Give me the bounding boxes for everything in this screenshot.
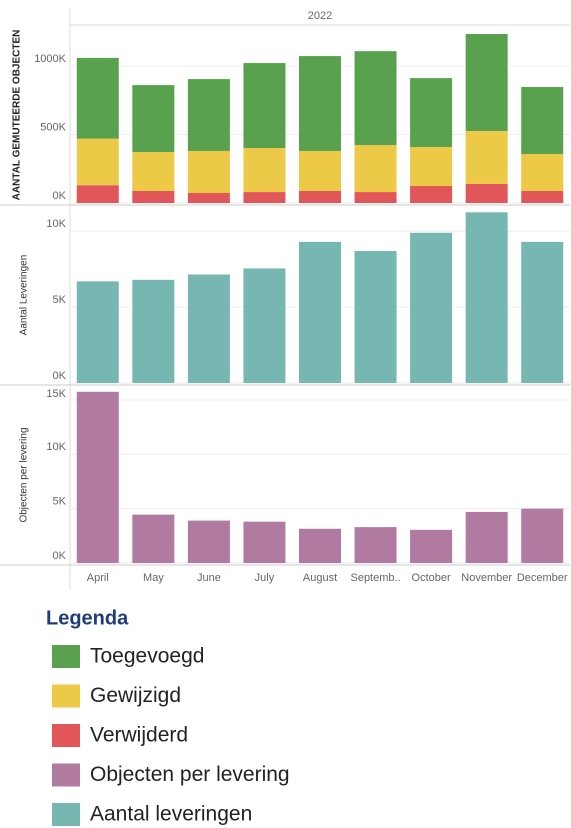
legend-swatch (52, 803, 80, 826)
legend-label: Objecten per levering (90, 763, 290, 786)
x-tick-label: June (197, 572, 221, 584)
legend-label: Gewijzigd (90, 684, 181, 707)
bar (76, 391, 119, 563)
bar (521, 508, 564, 563)
legend-swatch (52, 763, 80, 787)
bar (410, 78, 453, 147)
bar (410, 186, 453, 203)
bar (76, 281, 119, 383)
bar (243, 521, 286, 563)
y-tick-label: 0K (53, 190, 67, 202)
bar (299, 241, 341, 383)
bar (132, 279, 175, 383)
legend-label: Toegevoegd (90, 645, 204, 668)
bar (76, 57, 119, 139)
bar (243, 192, 286, 203)
x-tick-label: December (517, 572, 568, 584)
bar (132, 190, 175, 203)
bar (410, 529, 453, 563)
bar (521, 190, 564, 203)
bar (187, 520, 230, 563)
y-tick-label: 0K (53, 550, 67, 562)
bar (354, 145, 397, 193)
legend-swatch (52, 645, 80, 668)
legend-title: Legenda (46, 607, 129, 629)
legend-swatch (52, 724, 80, 747)
y-axis-title: AANTAL GEMUTEERDE OBJECTEN (12, 30, 23, 201)
bar (243, 63, 286, 149)
y-tick-label: 5K (53, 294, 67, 306)
bar (354, 527, 397, 563)
y-tick-label: 10K (46, 218, 66, 230)
bar (132, 152, 175, 191)
x-tick-label: November (461, 572, 512, 584)
bar (132, 514, 175, 563)
y-axis-title: Objecten per levering (19, 427, 30, 522)
bar (521, 241, 564, 383)
bar (465, 212, 508, 383)
bar (187, 79, 230, 151)
bar (521, 87, 564, 154)
bar (465, 183, 508, 203)
bar (299, 150, 341, 191)
bar (354, 251, 397, 383)
y-tick-label: 1000K (34, 53, 66, 65)
x-tick-label: Septemb.. (350, 572, 400, 584)
y-tick-label: 5K (53, 496, 67, 508)
bar (354, 51, 397, 146)
legend-label: Verwijderd (90, 724, 188, 747)
bar (465, 130, 508, 184)
y-axis-title: Aantal Leveringen (19, 255, 30, 336)
bar (76, 138, 119, 186)
legend-swatch (52, 684, 80, 708)
bar (187, 274, 230, 383)
bar (299, 528, 341, 563)
bar (465, 34, 508, 131)
bar (410, 232, 453, 383)
x-tick-label: July (255, 572, 275, 584)
y-tick-label: 10K (46, 441, 66, 453)
bar (299, 56, 341, 151)
x-tick-label: August (303, 572, 337, 584)
bar (299, 190, 341, 203)
year-header: 2022 (308, 10, 332, 22)
bar (243, 268, 286, 383)
bar (465, 511, 508, 563)
y-tick-label: 500K (40, 121, 66, 133)
y-tick-label: 0K (53, 370, 67, 382)
y-tick-label: 15K (46, 388, 66, 400)
bar (354, 192, 397, 203)
bar (187, 150, 230, 194)
x-tick-label: April (87, 572, 109, 584)
x-tick-label: October (412, 572, 451, 584)
bar (410, 146, 453, 187)
legend-label: Aantal leveringen (90, 803, 252, 826)
bar (76, 185, 119, 203)
bar (521, 153, 564, 191)
bar (187, 193, 230, 203)
x-tick-label: May (143, 572, 164, 584)
bar (132, 85, 175, 153)
bar (243, 148, 286, 193)
